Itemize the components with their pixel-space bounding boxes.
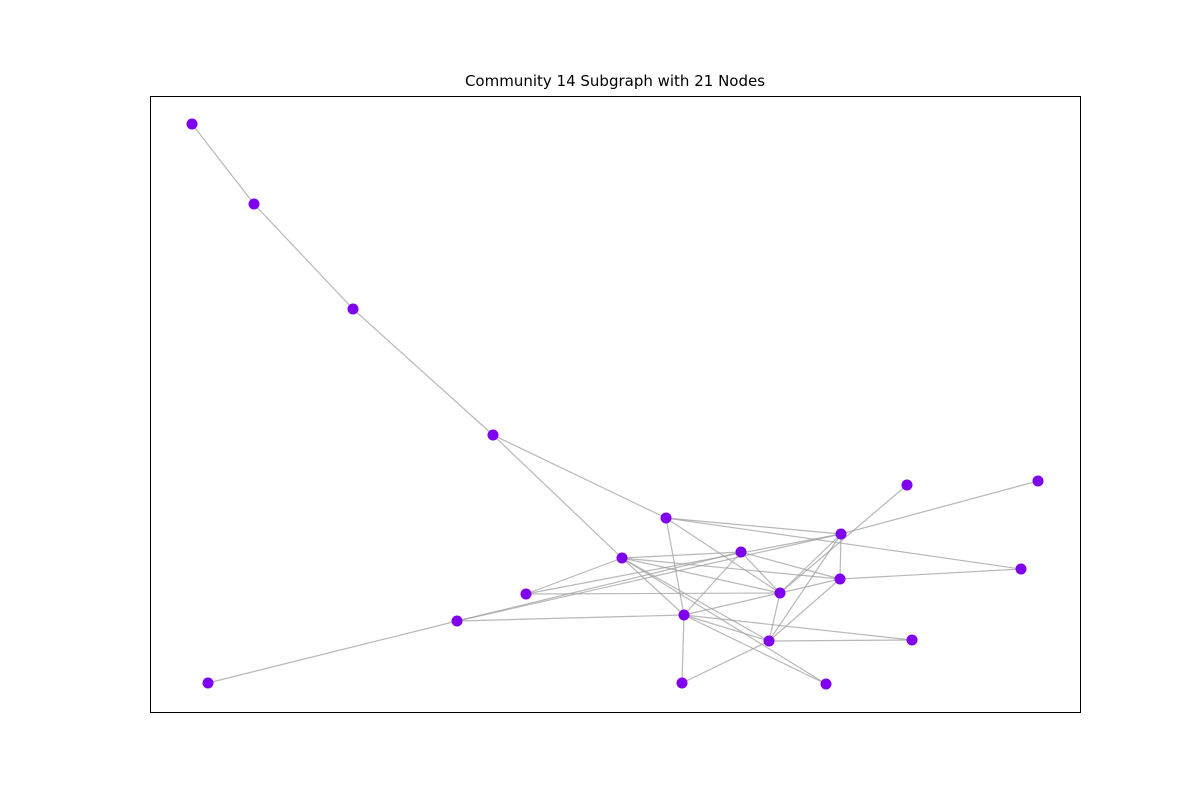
graph-edge (621, 557, 781, 594)
graph-edge (665, 517, 1022, 570)
chart-title: Community 14 Subgraph with 21 Nodes (464, 72, 766, 90)
graph-node (834, 573, 846, 585)
graph-edge (683, 614, 770, 642)
graph-edge (456, 533, 842, 622)
graph-edge (768, 639, 913, 642)
graph-edge (839, 568, 1022, 580)
graph-edge (740, 551, 841, 580)
nodes-layer (186, 118, 1044, 690)
graph-node (678, 609, 690, 621)
graph-node (735, 546, 747, 558)
graph-edge (779, 578, 841, 594)
graph-node (901, 479, 913, 491)
graph-node (774, 587, 786, 599)
graph-edge (840, 480, 1039, 535)
graph-edge (683, 551, 742, 616)
graph-node (906, 634, 918, 646)
graph-node (202, 677, 214, 689)
graph-edge (665, 517, 685, 616)
graph-edge (253, 203, 354, 310)
graph-edge (768, 592, 781, 642)
graph-edge (665, 517, 842, 535)
graph-edge (665, 517, 781, 594)
edges-layer (191, 123, 1039, 685)
graph-node (520, 588, 532, 600)
graph-node (835, 528, 847, 540)
graph-edge (352, 308, 494, 436)
graph-edge (525, 533, 842, 595)
graph-edge (768, 578, 841, 642)
graph-edge (207, 620, 458, 684)
plot-frame (150, 96, 1081, 713)
graph-node (616, 552, 628, 564)
graph-edge (525, 557, 623, 595)
graph-edge (621, 557, 770, 642)
graph-edge (456, 551, 742, 622)
graph-edge (525, 592, 781, 595)
graph-node (1015, 563, 1027, 575)
graph-edge (683, 614, 827, 685)
graph-edge (492, 434, 667, 519)
graph-node (763, 635, 775, 647)
graph-node (186, 118, 198, 130)
graph-edge (621, 551, 742, 559)
graph-edge (621, 557, 841, 580)
graph-node (676, 677, 688, 689)
graph-edge (740, 551, 781, 594)
graph-edge (681, 614, 685, 684)
graph-node (248, 198, 260, 210)
graph-node (347, 303, 359, 315)
graph-edge (492, 434, 623, 559)
graph-node (451, 615, 463, 627)
graph-edge (621, 557, 827, 685)
graph-edge (191, 123, 255, 205)
graph-edge (681, 640, 770, 684)
graph-edge (683, 592, 781, 616)
graph-node (820, 678, 832, 690)
graph-node (660, 512, 672, 524)
graph-edge (683, 614, 913, 641)
graph-node (1032, 475, 1044, 487)
graph-node (487, 429, 499, 441)
graph-edge (779, 533, 842, 594)
graph-edge (621, 557, 685, 616)
graph-edge (779, 484, 908, 594)
graph-edge (456, 614, 685, 622)
